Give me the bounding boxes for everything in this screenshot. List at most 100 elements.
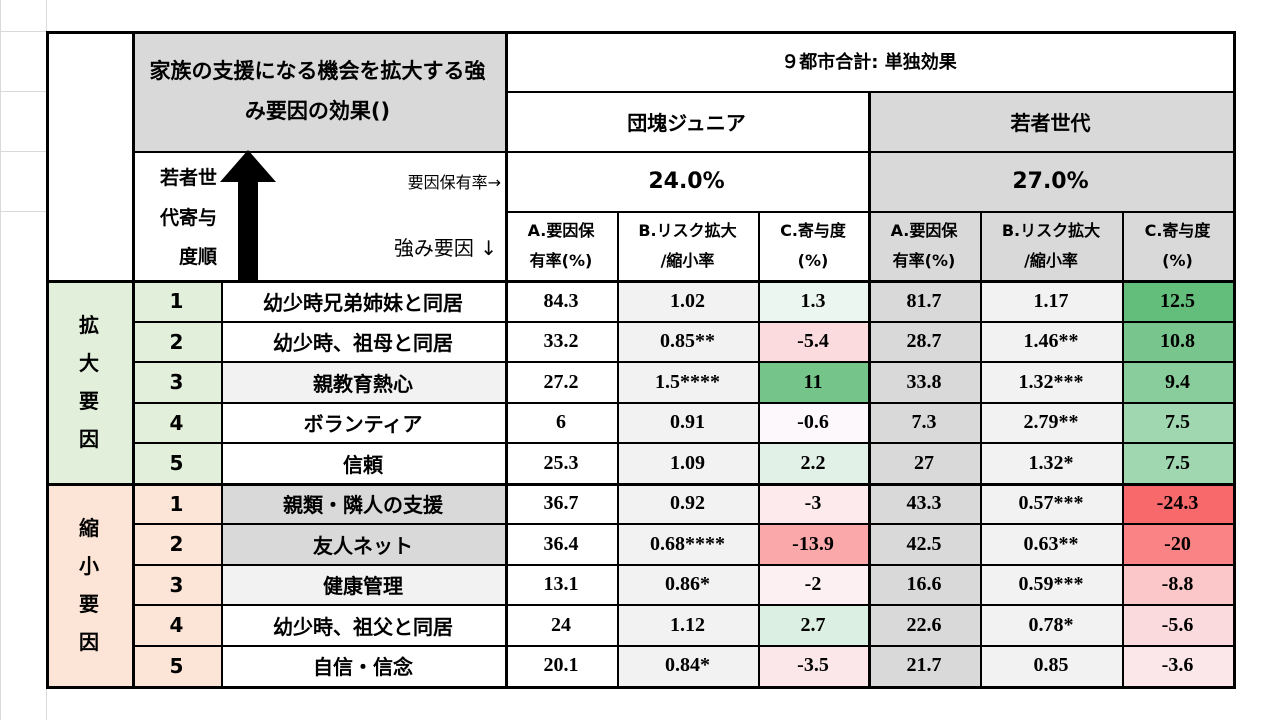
grid-line (505, 31, 508, 686)
rank-cell: 4 (169, 613, 184, 638)
value-cell: -3 (758, 483, 868, 524)
rank-bg (132, 645, 221, 686)
value-cell: 33.8 (868, 362, 980, 403)
value-cell: 0.57*** (980, 483, 1122, 524)
column-header: C.寄与度 (%) (758, 211, 868, 281)
factor-name: 健康管理 (221, 564, 505, 605)
value-cell: 43.3 (868, 483, 980, 524)
gridline (0, 91, 46, 92)
grid-line (221, 281, 223, 686)
value-cell: 7.5 (1122, 443, 1233, 484)
group-header: 若者世代 (1010, 110, 1091, 135)
value-cell: 20.1 (505, 645, 617, 686)
value-cell: 1.3 (758, 281, 868, 322)
value-cell: 42.5 (868, 524, 980, 565)
factor-name: 友人ネット (221, 524, 505, 565)
value-cell: -24.3 (1122, 483, 1233, 524)
column-header: B.リスク拡大/縮小率 (980, 211, 1122, 281)
column-header: A.要因保 有率(%) (505, 211, 617, 281)
value-cell: 16.6 (868, 564, 980, 605)
value-cell: 1.46** (980, 321, 1122, 362)
factor-name: 信頼 (221, 443, 505, 484)
grid-line (132, 401, 1233, 404)
value-cell: 0.84* (617, 645, 758, 686)
group2-header-bg (868, 91, 1233, 151)
factor-name: 親類・隣人の支援 (221, 483, 505, 524)
value-cell: 0.91 (617, 402, 758, 443)
value-cell: 0.86* (617, 564, 758, 605)
column-header-line: A.要因保 (890, 221, 958, 240)
rank-bg (132, 605, 221, 646)
category-char: 小 (79, 553, 99, 578)
grid-line (132, 604, 1233, 606)
value-cell: -2 (758, 564, 868, 605)
value-cell: 0.59*** (980, 564, 1122, 605)
factor-name: 幼少時兄弟姉妹と同居 (221, 281, 505, 322)
value-cell: 1.5**** (617, 362, 758, 403)
value-cell: 12.5 (1122, 281, 1233, 322)
category-label: 縮小要因 (46, 484, 132, 687)
rank-bg (132, 402, 221, 443)
group-prevalence: 24.0% (648, 168, 725, 194)
column-header-line: C.寄与度 (780, 221, 846, 240)
value-cell: 84.3 (505, 281, 617, 322)
value-cell: 25.3 (505, 443, 617, 484)
up-arrow-icon (220, 150, 276, 280)
category-char: 拡 (79, 313, 99, 338)
category-char: 縮 (79, 515, 99, 540)
grid-line (132, 361, 1233, 363)
value-cell: -3.6 (1122, 645, 1233, 686)
value-cell: 24 (505, 605, 617, 646)
value-cell: 1.32*** (980, 362, 1122, 403)
value-cell: 7.3 (868, 402, 980, 443)
column-header-line: (%) (1162, 251, 1193, 270)
value-cell: -5.6 (1122, 605, 1233, 646)
grid-line (132, 320, 1233, 323)
gridline (0, 211, 46, 212)
rank-cell: 3 (169, 370, 184, 395)
value-cell: 0.78* (980, 605, 1122, 646)
factor-name: ボランティア (221, 402, 505, 443)
column-header-line: 有率(%) (892, 251, 956, 270)
rank-bg (132, 443, 221, 484)
value-cell: 27.2 (505, 362, 617, 403)
gridline (0, 31, 46, 32)
factor-name: 自信・信念 (221, 645, 505, 686)
gridline (0, 0, 1, 720)
table-border (46, 31, 1235, 34)
value-cell: 27 (868, 443, 980, 484)
value-cell: -8.8 (1122, 564, 1233, 605)
value-cell: 7.5 (1122, 402, 1233, 443)
value-cell: 1.09 (617, 443, 758, 484)
value-cell: 0.85 (980, 645, 1122, 686)
grid-line (1122, 211, 1124, 686)
table-border (1233, 31, 1236, 689)
group2-colh-bg (868, 211, 1233, 281)
grid-line (46, 482, 1233, 486)
group-prevalence: 27.0% (1012, 168, 1089, 194)
value-cell: -3.5 (758, 645, 868, 686)
grid-line (132, 563, 1233, 566)
grid-line (132, 644, 1233, 647)
column-header-line: B.リスク拡大 (638, 221, 737, 240)
order-label: 若者世 代寄与 度順 (134, 151, 219, 281)
value-cell: 36.4 (505, 524, 617, 565)
value-cell: 1.32* (980, 443, 1122, 484)
category-bg (46, 483, 132, 686)
rank-bg (132, 564, 221, 605)
factor-name: 幼少時、祖母と同居 (221, 321, 505, 362)
rank-bg (132, 362, 221, 403)
value-cell: 9.4 (1122, 362, 1233, 403)
factor-label: 強み要因 ↓ (393, 235, 497, 260)
table-title: 家族の支援になる機会を拡大する強み要因の効果() (149, 59, 486, 123)
order-label-line: 代寄与 (159, 206, 217, 229)
column-header-line: (%) (797, 251, 829, 270)
grid-line (617, 211, 619, 686)
value-cell: 33.2 (505, 321, 617, 362)
column-header: B.リスク拡大/縮小率 (617, 211, 758, 281)
rank-bg (132, 281, 221, 322)
value-cell: 6 (505, 402, 617, 443)
column-header-line: /縮小率 (660, 251, 715, 270)
table-border (46, 686, 1235, 689)
rank-cell: 3 (169, 572, 184, 597)
